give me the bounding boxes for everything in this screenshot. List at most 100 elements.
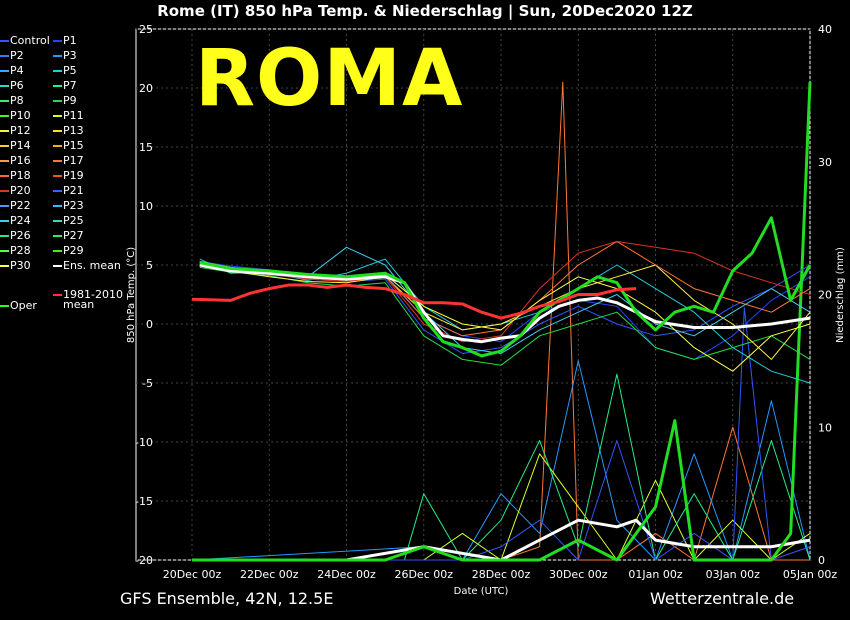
y-tick-label: -15 [135,495,153,508]
legend-swatch [53,235,62,237]
x-axis-label: Date (UTC) [454,586,509,597]
y-tick-label: 20 [139,82,153,95]
legend-swatch [0,205,9,207]
legend-entry: P16 [10,154,31,167]
temp-line-p17 [199,240,811,337]
legend-swatch [53,85,62,87]
x-tick-label: 05Jan 00z [783,568,837,581]
precip-line-p17 [192,81,810,561]
model-caption: GFS Ensemble, 42N, 12.5E [120,589,334,608]
legend-entry: P13 [63,124,84,137]
legend-entry: P14 [10,139,31,152]
x-tick-label: 01Jan 00z [628,568,682,581]
legend-swatch [0,100,9,102]
city-overlay-label: ROMA [195,34,464,124]
legend-entry: P19 [63,169,84,182]
legend-entry: P21 [63,184,84,197]
legend-entry: Oper [10,299,37,312]
legend-swatch [53,190,62,192]
legend-entry: P25 [63,214,84,227]
legend-swatch [53,220,62,222]
legend-entry: P4 [10,64,24,77]
x-tick-label: 28Dec 00z [472,568,531,581]
legend-entry: P28 [10,244,31,257]
chart-title: Rome (IT) 850 hPa Temp. & Niederschlag |… [157,2,693,20]
legend-swatch [0,305,9,307]
legend-swatch [53,160,62,162]
legend-entry: P10 [10,109,31,122]
y-tick-label: 10 [139,200,153,213]
legend-entry: 1981-2010 mean [63,288,123,311]
legend-entry: P8 [10,94,24,107]
legend-swatch [53,100,62,102]
y2-tick-label: 40 [818,23,832,36]
temp-line-1981-2010-mean [191,283,637,320]
legend-entry: P9 [63,94,77,107]
x-tick-label: 03Jan 00z [706,568,760,581]
legend-entry: Control [10,34,50,47]
legend-swatch [0,190,9,192]
legend-entry: P3 [63,49,77,62]
x-tick-label: 26Dec 00z [394,568,453,581]
legend-swatch [53,145,62,147]
legend-entry: P29 [63,244,84,257]
legend-entry: P5 [63,64,77,77]
legend-swatch [53,130,62,132]
precip-line-ens-mean [192,518,811,562]
x-tick-label: 20Dec 00z [163,568,222,581]
y-tick-label: 0 [146,318,153,331]
legend-swatch [53,40,62,42]
y2-tick-label: 30 [818,156,832,169]
legend-entry: Ens. mean [63,259,121,272]
legend-swatch [53,294,62,296]
source-caption: Wetterzentrale.de [650,589,795,608]
y2-axis-label: Niederschlag (mm) [835,247,846,343]
legend-swatch [0,160,9,162]
legend-swatch [0,145,9,147]
precip-line-p26 [192,373,811,561]
x-tick-label: 30Dec 00z [549,568,608,581]
temp-line-oper [199,216,812,358]
y2-tick-label: 10 [818,421,832,434]
legend-entry: P30 [10,259,31,272]
legend-entry: P22 [10,199,31,212]
precip-line-oper [192,82,812,562]
legend-entry: P26 [10,229,31,242]
legend-swatch [53,205,62,207]
y-tick-label: -5 [142,377,153,390]
legend-entry: P20 [10,184,31,197]
legend-entry: P27 [63,229,84,242]
legend-swatch [53,175,62,177]
legend-swatch [0,220,9,222]
legend-entry: P17 [63,154,84,167]
legend-entry: P18 [10,169,31,182]
legend-swatch [53,115,62,117]
y-tick-label: 25 [139,23,153,36]
legend-swatch [0,85,9,87]
legend-swatch [0,175,9,177]
legend-swatch [0,265,9,267]
legend-swatch [0,55,9,57]
legend-swatch [53,70,62,72]
legend-entry: P1 [63,34,77,47]
legend-swatch [0,235,9,237]
legend-swatch [0,40,9,42]
y-tick-label: -10 [135,436,153,449]
legend-entry: P12 [10,124,31,137]
legend-swatch [0,115,9,117]
temp-line-p20 [199,240,811,343]
precip-line-p11 [192,453,811,561]
legend-entry: P23 [63,199,84,212]
legend-swatch [0,250,9,252]
legend-entry: P24 [10,214,31,227]
legend-swatch [0,70,9,72]
y2-tick-label: 0 [818,554,825,567]
legend-swatch [53,250,62,252]
y-tick-label: 5 [146,259,153,272]
precip-line-control [192,307,811,561]
legend-entry: P7 [63,79,77,92]
temp-line-p12 [199,264,811,360]
y-axis-label: 850 hPa Temp. (°C) [126,247,137,343]
legend-swatch [53,55,62,57]
